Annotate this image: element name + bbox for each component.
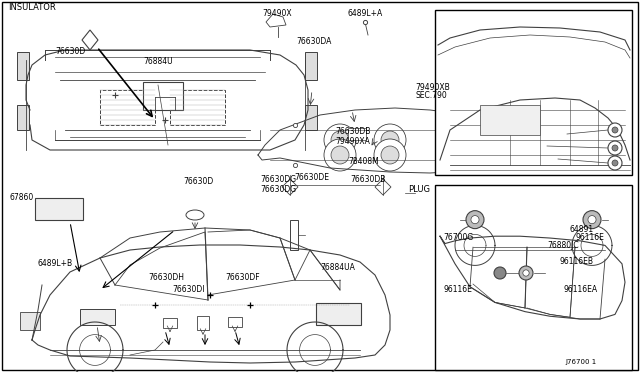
Bar xyxy=(20,312,40,330)
Bar xyxy=(348,128,366,140)
Text: 76630DG: 76630DG xyxy=(260,174,296,183)
Polygon shape xyxy=(375,179,391,195)
Bar xyxy=(480,105,540,135)
Text: 76630DB: 76630DB xyxy=(350,174,385,183)
Text: INSULATOR: INSULATOR xyxy=(8,3,56,13)
Circle shape xyxy=(466,211,484,229)
Bar xyxy=(305,52,317,80)
Text: 79490XA: 79490XA xyxy=(335,138,370,147)
Text: 67860: 67860 xyxy=(10,193,35,202)
Text: 78408M: 78408M xyxy=(348,157,379,167)
Polygon shape xyxy=(282,179,298,195)
Circle shape xyxy=(494,267,506,279)
Text: 64891: 64891 xyxy=(570,224,594,234)
Circle shape xyxy=(374,139,406,171)
Circle shape xyxy=(331,131,349,149)
Text: SEC.790: SEC.790 xyxy=(415,92,447,100)
Circle shape xyxy=(324,124,356,156)
Text: 76630DA: 76630DA xyxy=(296,38,332,46)
Circle shape xyxy=(374,124,406,156)
Text: 76884U: 76884U xyxy=(143,58,173,67)
Text: 76630DH: 76630DH xyxy=(148,273,184,282)
Bar xyxy=(170,90,225,125)
Bar xyxy=(228,317,242,327)
Text: 76880JC: 76880JC xyxy=(547,241,579,250)
Text: 76630DE: 76630DE xyxy=(294,173,329,182)
Text: 76630D: 76630D xyxy=(55,48,85,57)
Polygon shape xyxy=(266,14,286,27)
Text: 96116E: 96116E xyxy=(575,232,604,241)
Circle shape xyxy=(331,146,349,164)
Text: 6489L+B: 6489L+B xyxy=(38,260,73,269)
Bar xyxy=(316,303,361,325)
Text: 96116E: 96116E xyxy=(443,285,472,295)
Polygon shape xyxy=(458,50,478,78)
Bar xyxy=(435,10,632,175)
Circle shape xyxy=(519,266,533,280)
Circle shape xyxy=(612,127,618,133)
Circle shape xyxy=(612,145,618,151)
Bar xyxy=(143,82,183,110)
Text: 79490XB: 79490XB xyxy=(415,83,450,92)
Circle shape xyxy=(381,146,399,164)
Text: 76630DI: 76630DI xyxy=(172,285,205,295)
Bar xyxy=(17,52,29,80)
Circle shape xyxy=(381,131,399,149)
Polygon shape xyxy=(82,30,98,50)
Text: 76630DG: 76630DG xyxy=(260,185,296,193)
Text: 76700G: 76700G xyxy=(443,232,473,241)
Circle shape xyxy=(608,123,622,137)
Text: 76884UA: 76884UA xyxy=(320,263,355,272)
Circle shape xyxy=(588,216,596,224)
Text: 96116EB: 96116EB xyxy=(560,257,594,266)
Text: 76630DF: 76630DF xyxy=(225,273,260,282)
Text: 96116EA: 96116EA xyxy=(563,285,597,295)
Bar xyxy=(197,316,209,330)
Text: PLUG: PLUG xyxy=(408,185,430,193)
Circle shape xyxy=(612,160,618,166)
Bar xyxy=(17,105,29,130)
Bar xyxy=(290,220,298,250)
Circle shape xyxy=(608,141,622,155)
Circle shape xyxy=(583,211,601,229)
Text: 76630DB: 76630DB xyxy=(335,128,371,137)
Bar xyxy=(163,318,177,328)
Bar xyxy=(35,198,83,220)
Bar xyxy=(435,185,632,370)
Circle shape xyxy=(523,270,529,276)
Text: 76630D: 76630D xyxy=(183,177,213,186)
Text: 6489L+A: 6489L+A xyxy=(348,10,383,19)
Circle shape xyxy=(324,139,356,171)
Bar xyxy=(80,309,115,325)
Text: J76700 1: J76700 1 xyxy=(565,359,596,365)
Ellipse shape xyxy=(186,210,204,220)
Bar xyxy=(100,90,155,125)
Text: 79490X: 79490X xyxy=(262,10,292,19)
Bar xyxy=(305,105,317,130)
Circle shape xyxy=(471,216,479,224)
Circle shape xyxy=(608,156,622,170)
